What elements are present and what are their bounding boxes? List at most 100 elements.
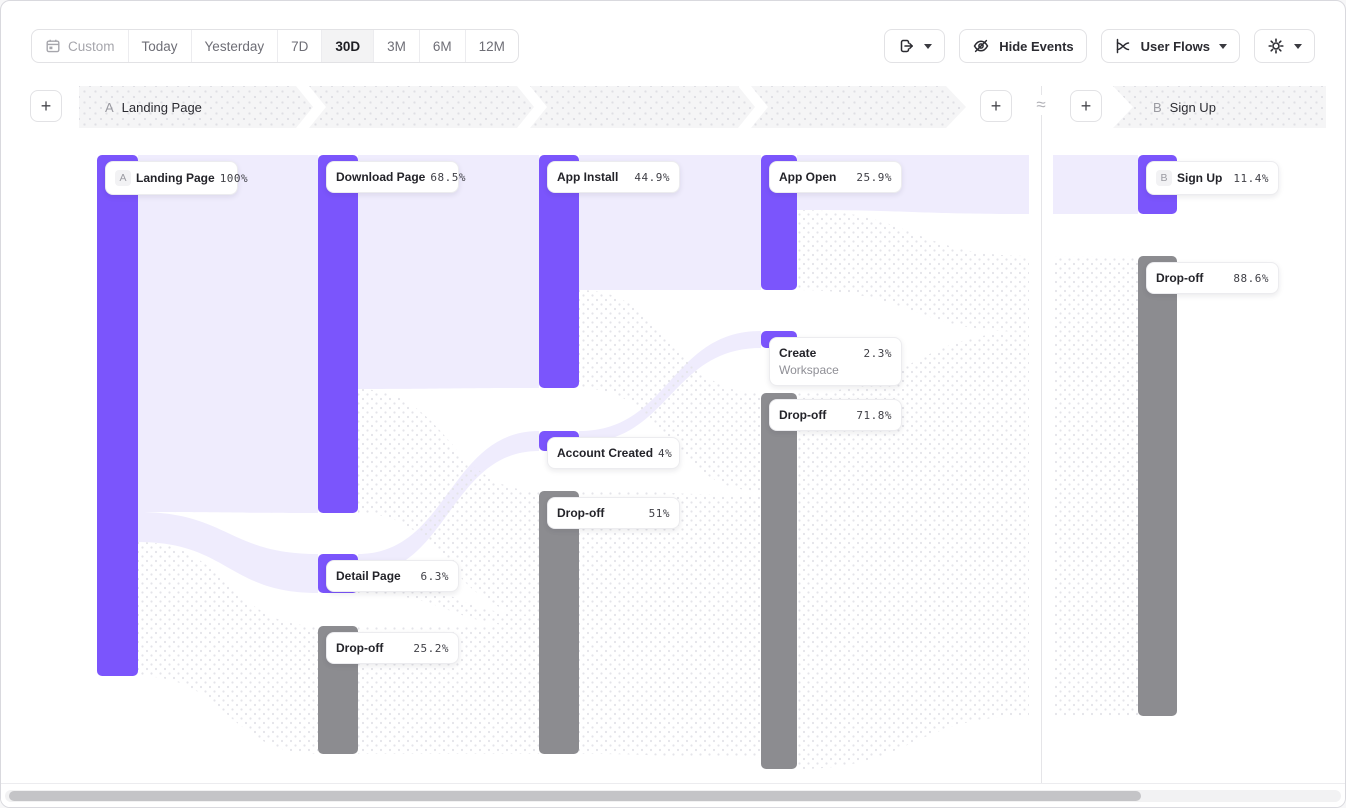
step-chevron [517, 86, 551, 128]
date-range-3m[interactable]: 3M [373, 30, 419, 62]
flows-chart-icon [1114, 37, 1132, 55]
date-range-7d[interactable]: 7D [277, 30, 321, 62]
settings-button[interactable] [1254, 29, 1315, 63]
date-range-label: 12M [478, 38, 505, 54]
node-label-drop-off-4[interactable]: Drop-off 71.8% [769, 399, 902, 431]
view-selector-label: User Flows [1140, 38, 1210, 54]
date-range-control: Custom Today Yesterday 7D 30D 3M 6M 12M [31, 29, 519, 63]
hide-events-button[interactable]: Hide Events [959, 29, 1087, 63]
date-range-label: 6M [432, 38, 452, 54]
node-badge-landing-page: A [115, 170, 131, 186]
node-bar-drop-off-4[interactable] [761, 393, 797, 769]
flow-landing-page-to-detail-page [138, 512, 318, 593]
node-label-download-page[interactable]: Download Page 68.5% [326, 161, 465, 193]
node-label-landing-page[interactable]: A Landing Page 100% [105, 161, 248, 195]
date-range-6m[interactable]: 6M [418, 30, 465, 62]
node-bar-download-page[interactable] [318, 155, 358, 513]
node-bar-app-install[interactable] [539, 155, 579, 388]
node-label-account-created[interactable]: Account Created 4% [547, 437, 680, 469]
step-band-section-a[interactable] [79, 86, 966, 128]
node-name: Download Page [336, 170, 426, 184]
toolbar: Custom Today Yesterday 7D 30D 3M 6M 12M [31, 29, 1315, 63]
flow-download-page-to-drop-off-3 [358, 389, 539, 615]
node-percentage: 68.5% [430, 170, 466, 184]
step-band-section-b[interactable] [1113, 86, 1326, 128]
view-selector-button[interactable]: User Flows [1100, 29, 1240, 63]
node-name: Landing Page [136, 171, 215, 185]
flow-app-install-to-drop-off-4 [579, 290, 761, 491]
flow-section-b-entry-to-sign-up [1053, 155, 1138, 214]
node-bar-drop-off-3[interactable] [539, 491, 579, 754]
node-percentage: 51% [648, 506, 670, 520]
flow-landing-page-to-download-page [138, 155, 318, 513]
node-percentage: 88.6% [1233, 271, 1269, 285]
section-a-label: Landing Page [121, 99, 202, 115]
node-label-app-install[interactable]: App Install 44.9% [547, 161, 680, 193]
add-step-button-end-a[interactable]: + [980, 90, 1012, 122]
date-range-label: 30D [335, 38, 361, 54]
date-range-30d[interactable]: 30D [321, 30, 374, 62]
eye-off-icon [972, 37, 990, 55]
date-range-yesterday[interactable]: Yesterday [190, 30, 278, 62]
node-percentage: 2.3% [863, 346, 892, 360]
node-label-detail-page[interactable]: Detail Page 6.3% [326, 560, 459, 592]
node-percentage: 11.4% [1233, 171, 1269, 185]
node-badge-sign-up: B [1156, 170, 1172, 186]
node-label-app-open[interactable]: App Open 25.9% [769, 161, 902, 193]
export-icon [897, 37, 915, 55]
date-range-label: 3M [387, 38, 406, 54]
date-range-label: Today [141, 38, 178, 54]
node-percentage: 71.8% [856, 408, 892, 422]
node-label-drop-off-2[interactable]: Drop-off 25.2% [326, 632, 459, 664]
node-name: Drop-off [557, 506, 605, 520]
section-a-badge: A [105, 99, 114, 115]
section-divider [1041, 86, 1042, 785]
flow-drop-off-3-to-drop-off-4 [579, 491, 761, 758]
date-range-custom[interactable]: Custom [32, 30, 128, 62]
export-button[interactable] [884, 29, 946, 63]
node-percentage: 6.3% [420, 569, 449, 583]
node-label-create-workspace[interactable]: Create 2.3% Workspace [769, 337, 902, 386]
section-a-title: A Landing Page [105, 86, 202, 128]
date-range-12m[interactable]: 12M [464, 30, 518, 62]
add-step-button-start-b[interactable]: + [1070, 90, 1102, 122]
node-name: App Install [557, 170, 619, 184]
node-name-line2: Workspace [779, 363, 839, 377]
chevron-down-icon [924, 43, 933, 49]
node-label-drop-off-5[interactable]: Drop-off 88.6% [1146, 262, 1279, 294]
node-percentage: 44.9% [634, 170, 670, 184]
date-range-label: 7D [291, 38, 309, 54]
calendar-icon [45, 38, 61, 54]
node-name: Sign Up [1177, 171, 1223, 185]
date-range-label: Custom [68, 38, 115, 54]
section-b-badge: B [1153, 99, 1162, 115]
node-label-drop-off-3[interactable]: Drop-off 51% [547, 497, 680, 529]
horizontal-scrollbar-track[interactable] [5, 790, 1341, 802]
step-chevron [296, 86, 330, 128]
node-label-sign-up[interactable]: B Sign Up 11.4% [1146, 161, 1279, 195]
flow-section-b-entry-to-drop-off-5 [1053, 256, 1138, 716]
date-range-today[interactable]: Today [127, 30, 191, 62]
chevron-down-icon [1294, 43, 1302, 49]
node-bar-landing-page[interactable] [97, 155, 138, 676]
step-chevron [738, 86, 772, 128]
flow-download-page-to-app-install [358, 155, 539, 389]
node-name: Drop-off [336, 641, 384, 655]
add-step-button-start[interactable]: + [30, 90, 62, 122]
horizontal-scrollbar-thumb[interactable] [9, 791, 1141, 801]
chart-footer [1, 783, 1345, 807]
node-percentage: 4% [658, 446, 673, 460]
node-bar-drop-off-5[interactable] [1138, 256, 1177, 716]
date-range-label: Yesterday [204, 38, 265, 54]
node-name: Drop-off [779, 408, 827, 422]
flow-drop-off-4-to-section-a-exit [797, 332, 1029, 769]
chevron-down-icon [1219, 43, 1227, 49]
hide-events-label: Hide Events [999, 38, 1074, 54]
gear-icon [1267, 37, 1285, 55]
approx-icon: ≈ [1030, 95, 1052, 115]
steps-header: + A Landing Page + ≈ + B Sign Up [1, 86, 1345, 128]
node-percentage: 100% [219, 171, 249, 185]
